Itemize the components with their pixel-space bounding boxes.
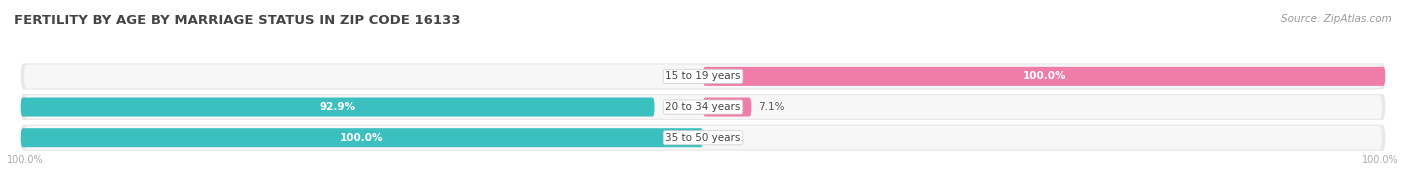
Text: 20 to 34 years: 20 to 34 years (665, 102, 741, 112)
Text: Source: ZipAtlas.com: Source: ZipAtlas.com (1281, 14, 1392, 24)
FancyBboxPatch shape (24, 64, 1382, 88)
FancyBboxPatch shape (703, 98, 751, 117)
Text: 100.0%: 100.0% (1362, 155, 1399, 165)
Text: 100.0%: 100.0% (1022, 71, 1066, 81)
FancyBboxPatch shape (703, 67, 1385, 86)
FancyBboxPatch shape (21, 98, 655, 117)
FancyBboxPatch shape (24, 95, 1382, 119)
Text: 7.1%: 7.1% (758, 102, 785, 112)
Text: 0.0%: 0.0% (717, 133, 742, 143)
FancyBboxPatch shape (21, 125, 1385, 151)
Text: 92.9%: 92.9% (319, 102, 356, 112)
Text: FERTILITY BY AGE BY MARRIAGE STATUS IN ZIP CODE 16133: FERTILITY BY AGE BY MARRIAGE STATUS IN Z… (14, 14, 461, 27)
FancyBboxPatch shape (21, 94, 1385, 120)
Text: 0.0%: 0.0% (664, 71, 689, 81)
Text: 100.0%: 100.0% (7, 155, 44, 165)
Text: 35 to 50 years: 35 to 50 years (665, 133, 741, 143)
Text: 15 to 19 years: 15 to 19 years (665, 71, 741, 81)
FancyBboxPatch shape (21, 63, 1385, 89)
Text: 100.0%: 100.0% (340, 133, 384, 143)
FancyBboxPatch shape (24, 126, 1382, 150)
FancyBboxPatch shape (21, 128, 703, 147)
